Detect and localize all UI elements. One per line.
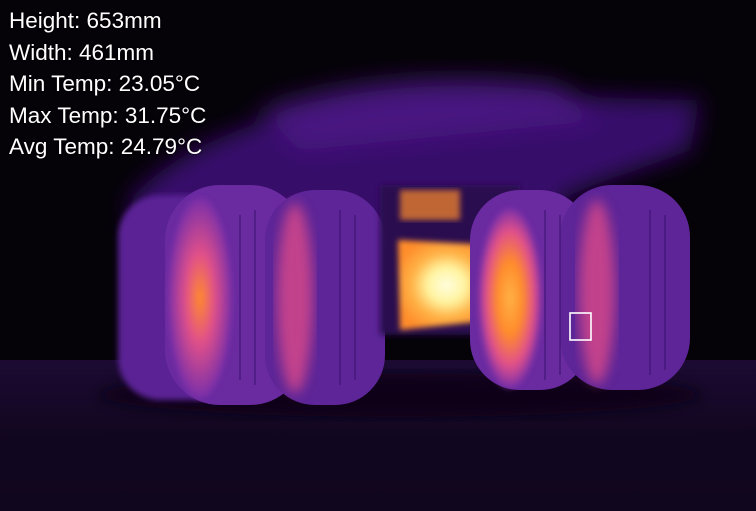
avg-temp-readout: Avg Temp: 24.79°C	[9, 131, 206, 163]
width-readout: Width: 461mm	[9, 37, 206, 69]
min-temp-readout: Min Temp: 23.05°C	[9, 68, 206, 100]
left-tires	[118, 185, 385, 405]
height-readout: Height: 653mm	[9, 5, 206, 37]
max-temp-readout: Max Temp: 31.75°C	[9, 100, 206, 132]
measurement-readout: Height: 653mm Width: 461mm Min Temp: 23.…	[9, 5, 206, 163]
right-tires	[470, 185, 690, 390]
